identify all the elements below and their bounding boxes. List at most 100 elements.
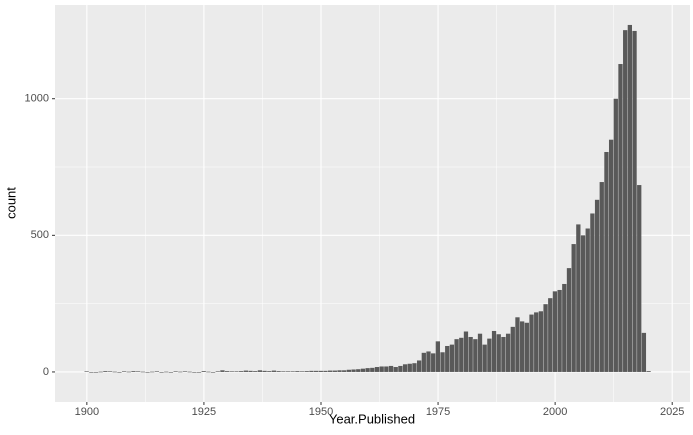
bar <box>374 367 380 372</box>
bar <box>351 369 356 372</box>
bar <box>304 371 309 372</box>
bar <box>93 371 99 373</box>
bar <box>145 371 150 373</box>
bar <box>201 371 206 372</box>
bar <box>515 317 520 372</box>
bar <box>290 371 295 372</box>
bar <box>412 363 417 372</box>
bar <box>220 370 225 372</box>
bar <box>538 311 544 372</box>
bar <box>641 332 647 372</box>
bar <box>239 371 244 372</box>
bar <box>543 304 548 372</box>
bar <box>402 364 408 372</box>
bar <box>206 371 211 373</box>
bars <box>84 24 651 373</box>
bar <box>426 351 431 372</box>
bar <box>234 371 239 372</box>
bar <box>323 370 328 372</box>
bar <box>416 360 422 372</box>
bar <box>576 224 581 372</box>
bar <box>562 283 567 372</box>
bar <box>566 268 572 372</box>
bar <box>117 371 122 373</box>
x-tick-label: 1950 <box>309 406 333 418</box>
bar <box>637 185 642 372</box>
bar <box>449 344 455 372</box>
bar <box>557 289 562 372</box>
bar <box>98 371 103 373</box>
bar <box>623 30 628 372</box>
bar <box>276 371 281 372</box>
bar <box>491 330 497 372</box>
bar <box>477 333 483 372</box>
bar <box>103 371 108 372</box>
bar <box>89 371 94 373</box>
bar <box>136 371 141 372</box>
bar <box>388 365 394 372</box>
bar <box>332 370 337 372</box>
bar <box>365 368 370 372</box>
bar <box>463 331 469 372</box>
bar <box>473 339 478 372</box>
y-tick-label: 500 <box>31 229 49 241</box>
bar <box>585 228 590 372</box>
bar <box>346 369 352 372</box>
bar <box>646 371 651 372</box>
bar <box>126 371 131 373</box>
bar <box>618 64 623 372</box>
bar <box>224 371 230 372</box>
bar <box>210 371 216 373</box>
x-axis-title: Year.Published <box>329 411 415 426</box>
bar <box>112 371 117 373</box>
y-axis-title: count <box>3 187 18 219</box>
bar <box>604 151 609 372</box>
bar <box>594 199 600 372</box>
bar <box>370 367 375 372</box>
x-tick-label: 1925 <box>192 406 216 418</box>
bar <box>164 371 169 373</box>
bar <box>440 352 445 372</box>
bar <box>107 371 113 372</box>
bar <box>187 371 192 373</box>
x-tick-label: 2025 <box>660 406 684 418</box>
bar <box>571 244 576 372</box>
bar <box>243 370 249 372</box>
x-tick-label: 1900 <box>75 406 99 418</box>
bar <box>253 371 258 372</box>
bar <box>173 371 178 372</box>
bar <box>285 371 291 372</box>
bar <box>379 366 384 372</box>
bar <box>356 369 361 372</box>
bar <box>337 370 342 372</box>
bar <box>168 371 174 373</box>
bar <box>534 312 539 372</box>
bar <box>229 371 234 372</box>
grid <box>55 5 690 402</box>
bar <box>496 334 501 372</box>
bar <box>267 371 272 372</box>
bar <box>398 365 403 372</box>
x-tick-label: 2000 <box>543 406 567 418</box>
bar <box>318 370 323 372</box>
bar <box>150 371 155 373</box>
bar <box>552 291 558 372</box>
panel <box>55 5 690 402</box>
y-tick-label: 1000 <box>25 93 49 105</box>
bar <box>309 370 314 372</box>
bar <box>459 337 464 372</box>
bar <box>407 363 412 372</box>
bar <box>580 235 586 372</box>
bar <box>510 326 515 372</box>
bar <box>599 182 604 372</box>
bar <box>342 370 347 372</box>
bar <box>178 371 183 373</box>
bar <box>192 371 197 373</box>
bar <box>468 336 473 372</box>
bar <box>608 139 614 372</box>
y-tick-label: 0 <box>43 366 49 378</box>
bar <box>384 366 389 372</box>
bar <box>248 370 253 372</box>
bar <box>487 338 492 372</box>
bar <box>215 371 220 372</box>
